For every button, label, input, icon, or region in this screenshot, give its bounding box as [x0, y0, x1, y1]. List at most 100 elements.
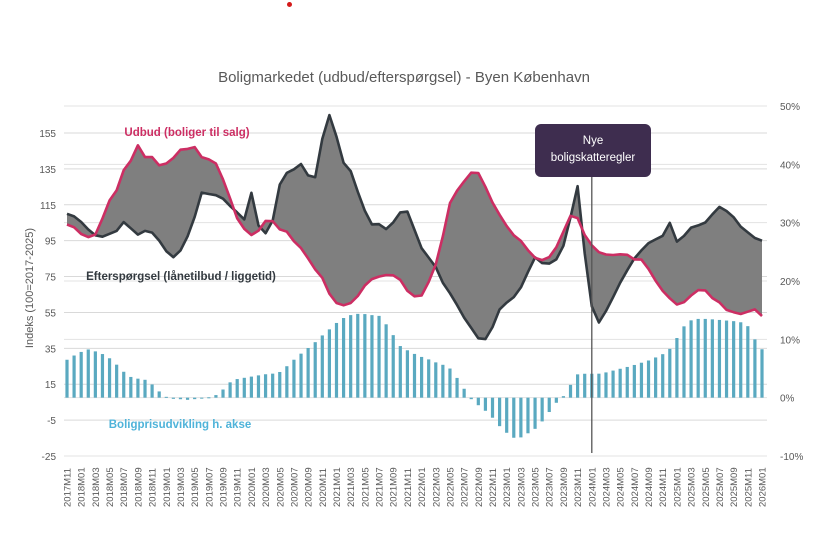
left-tick-label: 135	[39, 165, 56, 176]
x-tick-label: 2024M03	[601, 467, 612, 507]
gap-fill-area	[67, 115, 762, 340]
price-bar	[724, 320, 729, 398]
x-tick-label: 2022M05	[445, 467, 456, 507]
price-bar	[200, 397, 204, 399]
price-bar	[710, 319, 714, 398]
right-tick-label: 0%	[780, 394, 795, 405]
price-bar	[384, 324, 388, 398]
price-series-label: Boligprisudvikling h. akse	[109, 419, 252, 431]
price-bar	[412, 353, 417, 398]
x-tick-label: 2020M09	[304, 467, 315, 507]
price-bar	[334, 322, 339, 398]
supply-line	[66, 144, 763, 317]
left-axis-title: Indeks (100=2017-2025)	[24, 228, 36, 348]
x-tick-label: 2021M07	[375, 467, 386, 507]
price-bar	[228, 382, 232, 398]
price-bar	[86, 349, 90, 398]
price-bar	[327, 329, 331, 398]
price-bar	[505, 397, 509, 433]
x-tick-label: 2019M03	[176, 467, 187, 507]
price-bar	[292, 359, 296, 398]
x-tick-label: 2022M03	[431, 467, 442, 507]
x-tick-label: 2017M11	[63, 468, 74, 507]
x-tick-label: 2018M11	[148, 468, 159, 507]
gap-area	[67, 115, 762, 340]
price-bar	[256, 375, 261, 398]
price-bar	[512, 397, 516, 438]
price-bar	[583, 373, 587, 398]
price-bar	[278, 371, 282, 398]
x-tick-label: 2025M03	[687, 467, 698, 507]
price-bar	[448, 368, 452, 398]
x-tick-label: 2022M01	[417, 467, 428, 507]
x-tick-label: 2020M11	[318, 468, 329, 507]
price-bar	[625, 366, 629, 398]
price-bar	[349, 315, 353, 398]
price-bar	[632, 364, 636, 398]
price-bar	[661, 354, 665, 398]
price-bar	[122, 371, 126, 398]
left-tick-label: -5	[47, 416, 56, 427]
right-tick-label: 20%	[780, 277, 800, 288]
x-tick-label: 2025M09	[729, 467, 740, 507]
price-bar	[341, 318, 346, 398]
left-axis-tick-labels: 155 135 115 95 75 55 35 15 -5 -25	[39, 129, 56, 463]
right-tick-label: 10%	[780, 335, 800, 346]
price-bar	[320, 335, 324, 398]
price-bar	[604, 372, 608, 398]
x-tick-label: 2022M11	[488, 468, 499, 507]
price-bar	[285, 366, 289, 398]
price-bar	[739, 322, 743, 398]
demand-line	[66, 113, 763, 341]
price-bar	[363, 314, 367, 398]
right-axis-tick-labels: 50% 40% 30% 20% 10% 0% -10%	[780, 102, 803, 463]
x-tick-label: 2026M01	[758, 467, 769, 507]
price-bar	[79, 351, 83, 398]
price-bar	[618, 368, 622, 398]
price-bar	[178, 397, 183, 400]
x-tick-label: 2024M07	[630, 467, 641, 507]
price-bar	[455, 377, 459, 398]
x-tick-label: 2021M09	[389, 467, 400, 507]
left-tick-label: 75	[45, 273, 57, 284]
price-bar	[427, 359, 431, 398]
price-bar	[391, 335, 395, 398]
price-bar	[263, 374, 268, 398]
left-tick-label: 55	[45, 308, 57, 319]
price-bar	[675, 338, 679, 398]
price-bar	[753, 339, 757, 398]
policy-callout: Nye boligskatteregler	[535, 124, 651, 177]
x-tick-label: 2020M01	[247, 467, 258, 507]
left-tick-label: 115	[40, 201, 56, 212]
right-tick-label: 30%	[780, 219, 800, 230]
left-tick-label: -25	[42, 452, 57, 463]
x-tick-label: 2021M01	[332, 467, 343, 507]
price-bar	[483, 397, 488, 411]
x-tick-label: 2025M05	[701, 467, 712, 507]
callout-line-2: boligskatteregler	[551, 152, 636, 164]
x-tick-label: 2018M07	[119, 467, 130, 507]
x-tick-label: 2022M07	[460, 467, 471, 507]
x-tick-label: 2019M11	[233, 468, 244, 507]
price-bar	[356, 313, 360, 398]
x-tick-label: 2020M05	[275, 467, 286, 507]
price-bar	[72, 355, 76, 398]
price-bar	[207, 397, 211, 399]
price-bar	[249, 376, 253, 398]
price-bar	[490, 397, 495, 418]
x-tick-label: 2019M01	[162, 467, 173, 507]
price-bar	[185, 397, 190, 400]
demand-series-label: Efterspørgsel (lånetilbud / liggetid)	[86, 271, 276, 283]
x-tick-label: 2018M09	[133, 467, 144, 507]
price-bar	[689, 320, 693, 398]
price-bar	[554, 397, 558, 403]
price-bar	[235, 379, 239, 398]
price-bar	[143, 379, 147, 398]
price-bar	[398, 346, 402, 398]
price-bar	[441, 364, 445, 398]
price-bar	[760, 349, 764, 398]
price-bar	[597, 373, 601, 398]
price-bar	[746, 326, 750, 398]
price-bar	[703, 318, 707, 398]
x-axis-tick-labels: 2017M11 2018M01 2018M03 2018M05 2018M07 2018M…	[63, 467, 769, 507]
